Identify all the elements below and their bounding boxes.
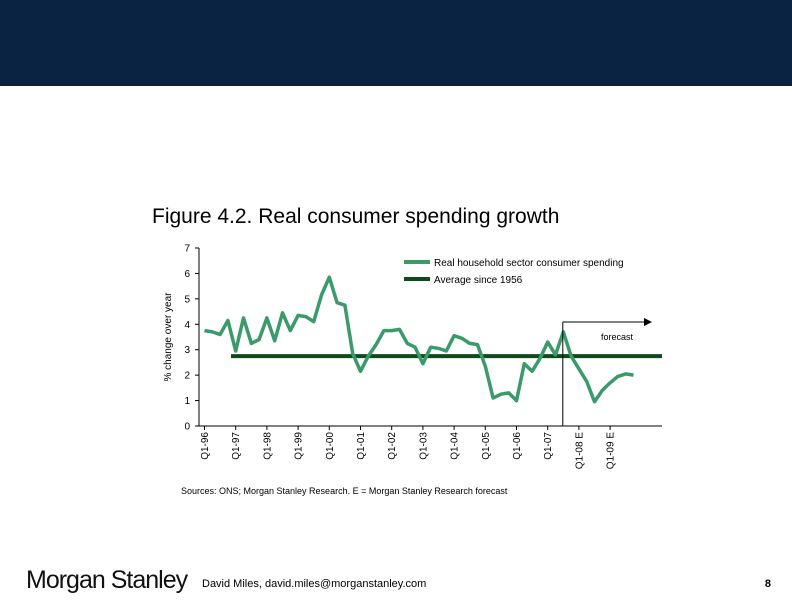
- y-tick-label: 4: [184, 320, 190, 331]
- brand-logo: Morgan Stanley: [26, 566, 188, 594]
- x-tick-label: Q1-06: [512, 432, 523, 460]
- x-tick-label: Q1-98: [262, 432, 273, 460]
- y-tick-label: 6: [184, 269, 190, 280]
- x-tick-label: Q1-02: [387, 432, 398, 460]
- x-tick-label: Q1-05: [481, 432, 492, 460]
- x-tick-label: Q1-09 E: [606, 432, 617, 470]
- y-tick-label: 5: [184, 294, 190, 305]
- x-tick-label: Q1-96: [200, 432, 211, 460]
- y-tick-label: 3: [184, 345, 190, 356]
- x-tick-label: Q1-04: [450, 432, 461, 460]
- x-tick-label: Q1-08 E: [574, 432, 585, 470]
- legend-label-consumer-spending: Real household sector consumer spending: [434, 258, 624, 269]
- figure-title: Figure 4.2. Real consumer spending growt…: [152, 205, 560, 228]
- forecast-annotation: forecast: [601, 332, 634, 342]
- y-tick-label: 2: [184, 371, 190, 382]
- x-tick-label: Q1-99: [294, 432, 305, 460]
- x-tick-label: Q1-01: [356, 432, 367, 460]
- page-number: 8: [764, 578, 771, 590]
- consumer-spending-series-line: [204, 275, 634, 404]
- x-axis: Q1-96 Q1-97 Q1-98 Q1-99 Q1-00 Q1-01 Q1-02 Q1-03…: [199, 425, 662, 470]
- author-credit: David Miles, david.miles@morganstanley.c…: [202, 578, 427, 590]
- y-tick-label: 0: [184, 422, 190, 433]
- source-note: Sources: ONS; Morgan Stanley Research. E…: [181, 486, 508, 496]
- x-tick-label: Q1-00: [325, 432, 336, 460]
- y-tick-label: 1: [184, 396, 190, 407]
- x-tick-label: Q1-03: [418, 432, 429, 460]
- x-tick-label: Q1-97: [231, 432, 242, 460]
- y-tick-label: 7: [184, 244, 190, 255]
- top-banner: [0, 0, 792, 86]
- y-axis: 0 1 2 3 4 5 6 7: [184, 244, 200, 433]
- x-tick-label: Q1-07: [543, 432, 554, 460]
- forecast-arrow-head: [644, 318, 652, 326]
- legend-label-average: Average since 1956: [434, 275, 523, 286]
- y-axis-label: % change over year: [163, 292, 174, 382]
